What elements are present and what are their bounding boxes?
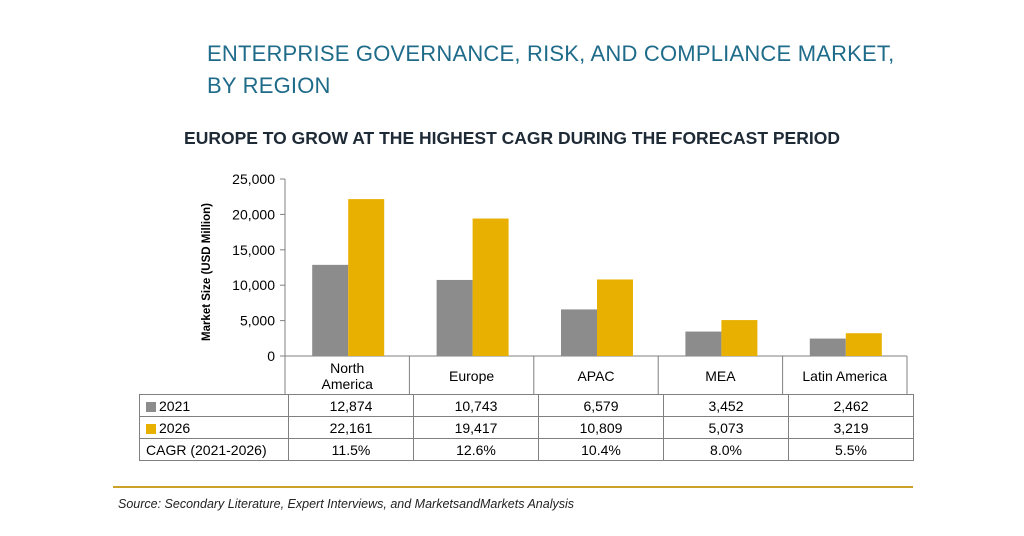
x-category-label: APAC — [577, 368, 614, 384]
chart-title-line-1: ENTERPRISE GOVERNANCE, RISK, AND COMPLIA… — [207, 41, 895, 66]
bar-2021-north-america — [312, 264, 349, 356]
bar-2021-apac — [561, 309, 597, 356]
chart-title: ENTERPRISE GOVERNANCE, RISK, AND COMPLIA… — [207, 38, 894, 102]
y-tick-label: 25,000 — [232, 171, 275, 187]
table-cell: 2,462 — [788, 394, 914, 417]
table-cell: 12.6% — [413, 438, 539, 461]
table-row: 2021 12,874 10,743 6,579 3,452 2,462 — [139, 394, 914, 417]
table-cell: 6,579 — [538, 394, 664, 417]
table-cell: 5,073 — [663, 416, 789, 439]
table-cell: 10.4% — [538, 438, 664, 461]
table-cell: 8.0% — [663, 438, 789, 461]
data-table: 2021 12,874 10,743 6,579 3,452 2,462 2026 22,16… — [139, 394, 914, 461]
row-label: CAGR (2021-2026) — [146, 441, 267, 458]
y-tick-label: 10,000 — [232, 277, 275, 293]
table-row: CAGR (2021-2026) 11.5% 12.6% 10.4% 8.0% 5.5% — [139, 438, 914, 461]
bar-2021-europe — [436, 279, 473, 356]
table-cell: 12,874 — [288, 394, 414, 417]
bars — [312, 199, 882, 356]
y-tick-label: 20,000 — [232, 206, 275, 222]
x-category-label: Latin America — [802, 368, 887, 384]
bar-2026-north-america — [348, 199, 385, 356]
bar-2026-apac — [597, 279, 633, 356]
table-cell: 10,809 — [538, 416, 664, 439]
legend-swatch — [146, 401, 156, 412]
y-tick-label: 5,000 — [240, 313, 275, 329]
row-label-cell: 2026 — [139, 416, 289, 439]
y-tick-label: 0 — [267, 348, 275, 364]
table-cell: 3,452 — [663, 394, 789, 417]
table-cell: 5.5% — [788, 438, 914, 461]
table-cell: 3,219 — [788, 416, 914, 439]
table-cell: 10,743 — [413, 394, 539, 417]
bar-2026-mea — [721, 320, 758, 356]
x-category-label: MEA — [705, 368, 736, 384]
source-divider — [113, 486, 913, 488]
row-label-cell: 2021 — [139, 394, 289, 417]
bar-2021-mea — [685, 331, 722, 356]
x-category-label: North — [330, 360, 364, 376]
y-axis: 0 5,000 10,000 15,000 20,000 25,000 — [232, 171, 907, 364]
bar-2021-latin-america — [809, 338, 846, 356]
table-cell: 22,161 — [288, 416, 414, 439]
row-label: 2021 — [159, 397, 191, 414]
source-note: Source: Secondary Literature, Expert Int… — [118, 497, 574, 511]
bar-2026-europe — [472, 218, 509, 356]
table-cell: 19,417 — [413, 416, 539, 439]
row-label-cell: CAGR (2021-2026) — [139, 438, 289, 461]
table-cell: 11.5% — [288, 438, 414, 461]
y-axis-label: Market Size (USD Million) — [201, 203, 213, 341]
bar-2026-latin-america — [845, 333, 882, 356]
x-category-label: America — [322, 376, 374, 392]
chart-subtitle: EUROPE TO GROW AT THE HIGHEST CAGR DURIN… — [184, 128, 840, 148]
chart-title-line-2: BY REGION — [207, 73, 331, 98]
table-row: 2026 22,161 19,417 10,809 5,073 3,219 — [139, 416, 914, 439]
row-label: 2026 — [159, 419, 191, 436]
x-category-label: Europe — [449, 368, 494, 384]
y-tick-label: 15,000 — [232, 242, 275, 258]
legend-swatch — [146, 423, 156, 434]
